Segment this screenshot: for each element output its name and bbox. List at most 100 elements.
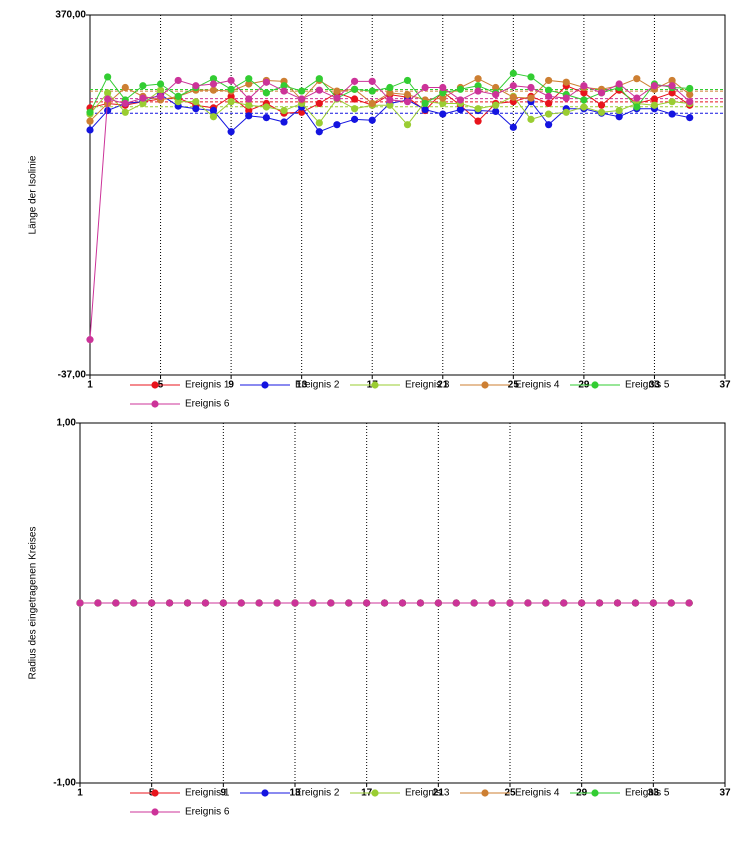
- legend-label: Ereignis 5: [625, 380, 670, 391]
- point: [509, 93, 517, 101]
- point: [380, 599, 389, 607]
- point: [492, 107, 500, 116]
- point: [237, 599, 245, 607]
- point: [403, 121, 412, 129]
- point: [668, 89, 676, 97]
- point: [650, 101, 659, 109]
- point: [315, 86, 323, 94]
- point: [291, 599, 299, 607]
- point: [174, 98, 182, 106]
- y-axis-label: Länge der Isolinie: [28, 155, 39, 234]
- y-tick-label: -1,00: [53, 778, 76, 789]
- legend-marker: [151, 381, 159, 389]
- point: [386, 101, 394, 109]
- point: [245, 106, 253, 115]
- point: [104, 89, 112, 97]
- point: [668, 82, 676, 90]
- point: [562, 94, 570, 102]
- point: [527, 115, 535, 123]
- point: [156, 80, 165, 88]
- point: [165, 599, 174, 607]
- point: [209, 86, 218, 94]
- point: [452, 599, 460, 607]
- point: [545, 99, 553, 108]
- point: [350, 95, 359, 103]
- point: [333, 94, 341, 102]
- point: [650, 95, 659, 103]
- point: [545, 110, 553, 118]
- legend-marker: [371, 381, 379, 389]
- point: [209, 113, 218, 121]
- x-tick-label: 37: [719, 788, 731, 799]
- point: [262, 114, 270, 122]
- legend-label: Ereignis 4: [515, 380, 560, 391]
- legend-marker: [371, 789, 379, 797]
- legend-label: Ereignis 3: [405, 380, 450, 391]
- x-tick-label: 33: [649, 380, 661, 391]
- point: [615, 80, 623, 88]
- point: [245, 95, 253, 103]
- point: [148, 599, 156, 607]
- point: [509, 69, 517, 77]
- point: [112, 599, 120, 607]
- point: [192, 98, 200, 106]
- point: [315, 119, 323, 127]
- point: [368, 99, 376, 108]
- point: [350, 115, 359, 123]
- point: [509, 123, 517, 131]
- point: [545, 76, 553, 85]
- point: [434, 599, 442, 607]
- point: [686, 98, 694, 106]
- point: [386, 89, 394, 97]
- x-tick-label: 25: [504, 788, 516, 799]
- point: [668, 76, 676, 85]
- point: [595, 599, 604, 607]
- point: [474, 82, 482, 90]
- legend-marker: [151, 789, 159, 797]
- point: [139, 94, 147, 102]
- point: [578, 599, 586, 607]
- point: [201, 599, 210, 607]
- point: [542, 599, 550, 607]
- point: [183, 599, 192, 607]
- y-axis-label: Radius des eingetragenen Kreises: [28, 527, 39, 680]
- legend-marker: [151, 400, 159, 408]
- point: [686, 91, 694, 99]
- x-tick-label: 9: [221, 788, 227, 799]
- point: [668, 110, 676, 118]
- point: [474, 87, 482, 95]
- point: [456, 106, 465, 114]
- point: [545, 86, 553, 94]
- point: [439, 99, 447, 108]
- point: [686, 84, 694, 93]
- legend-marker: [261, 381, 269, 389]
- point: [633, 103, 641, 111]
- point: [262, 78, 270, 86]
- point: [273, 599, 281, 607]
- legend-marker: [261, 789, 269, 797]
- point: [350, 77, 359, 85]
- point: [130, 599, 138, 607]
- point: [456, 96, 465, 104]
- point: [280, 118, 288, 126]
- point: [209, 75, 218, 83]
- point: [506, 599, 514, 607]
- point: [597, 101, 606, 109]
- point: [421, 99, 429, 108]
- point: [104, 95, 112, 103]
- legend-label: Ereignis 4: [515, 788, 560, 799]
- legend-marker: [591, 381, 599, 389]
- point: [350, 85, 359, 93]
- series-line: [89, 79, 691, 340]
- point: [474, 117, 482, 125]
- point: [255, 599, 263, 607]
- point: [368, 87, 376, 95]
- point: [580, 96, 588, 104]
- x-tick-label: 33: [648, 788, 660, 799]
- plot-frame: [89, 14, 726, 376]
- point: [456, 85, 465, 93]
- point: [333, 87, 341, 95]
- point: [368, 77, 376, 85]
- y-tick-label: -37,00: [58, 370, 87, 381]
